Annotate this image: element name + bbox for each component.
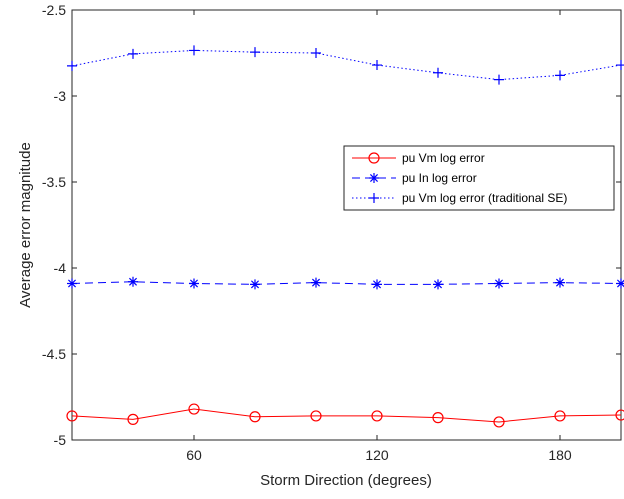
y-tick-label: -4.5 — [42, 346, 66, 362]
y-axis-label: Average error magnitude — [17, 142, 34, 308]
series-line — [71, 281, 622, 285]
legend: pu Vm log error pu In log error pu Vm log … — [343, 145, 615, 211]
data-point — [67, 278, 77, 289]
legend-marker — [369, 193, 379, 203]
legend-entry: pu In log error — [352, 171, 477, 185]
plot-area — [71, 9, 622, 441]
data-point — [188, 403, 200, 415]
x-axis-label: Storm Direction (degrees) — [260, 472, 432, 489]
data-point — [554, 410, 566, 422]
y-tick-label: -3 — [54, 88, 67, 104]
series-line — [71, 408, 622, 423]
series-layer — [66, 45, 624, 428]
data-point — [67, 60, 77, 71]
legend-entry: pu Vm log error (traditional SE) — [352, 191, 567, 205]
x-tick-label: 60 — [186, 447, 202, 463]
y-tick-label: -2.5 — [42, 2, 66, 18]
data-point — [494, 74, 504, 85]
data-point — [615, 409, 624, 421]
legend-entry: pu Vm log error — [352, 151, 485, 165]
axis-ticks: -5 -4.5 -4 -3.5 -3 -2.5 60 120 180 — [42, 2, 621, 463]
legend-label: pu Vm log error (traditional SE) — [402, 191, 567, 205]
series-3 — [67, 45, 624, 85]
data-point — [311, 277, 321, 288]
data-point — [250, 47, 260, 58]
series-1 — [66, 403, 624, 428]
data-point — [372, 279, 382, 290]
data-point — [189, 278, 199, 289]
series-2 — [67, 276, 624, 290]
data-point — [311, 48, 321, 58]
data-point — [433, 67, 443, 78]
data-point — [128, 48, 138, 59]
x-tick-label: 120 — [365, 447, 389, 463]
data-point — [372, 60, 382, 71]
data-point — [555, 277, 565, 288]
data-point — [128, 276, 138, 287]
y-tick-label: -5 — [54, 432, 67, 448]
data-point — [249, 411, 261, 423]
legend-marker — [369, 173, 379, 183]
y-tick-label: -4 — [54, 260, 67, 276]
data-point — [189, 45, 199, 56]
x-tick-label: 180 — [548, 447, 572, 463]
data-point — [494, 278, 504, 289]
legend-box — [343, 145, 615, 211]
legend-label: pu Vm log error — [402, 151, 485, 165]
data-point — [371, 410, 383, 422]
legend-marker — [368, 152, 380, 164]
data-point — [310, 410, 322, 422]
data-point — [616, 60, 624, 71]
data-point — [127, 413, 139, 425]
data-point — [432, 412, 444, 424]
data-point — [493, 416, 505, 428]
data-point — [616, 278, 624, 289]
data-point — [250, 279, 260, 290]
legend-label: pu In log error — [402, 171, 477, 185]
data-point — [555, 70, 565, 81]
y-tick-label: -3.5 — [42, 174, 66, 190]
series-line — [71, 49, 622, 81]
data-point — [433, 279, 443, 290]
data-point — [66, 410, 78, 422]
